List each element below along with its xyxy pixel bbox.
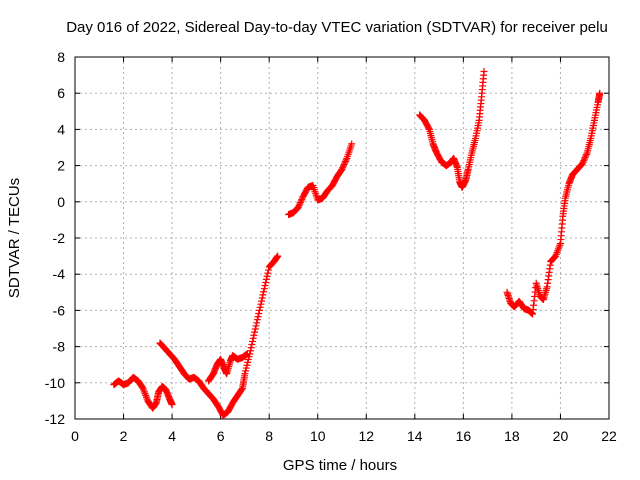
- y-tick-label: 4: [57, 121, 65, 137]
- data-point: [249, 337, 257, 345]
- x-tick-label: 10: [310, 428, 326, 444]
- axis-ticks: [74, 56, 610, 420]
- data-point: [339, 164, 347, 172]
- data-point: [581, 154, 589, 162]
- data-point: [341, 157, 349, 165]
- data-point: [258, 294, 266, 302]
- x-tick-label: 0: [71, 428, 79, 444]
- data-point: [264, 266, 272, 274]
- y-tick-label: 2: [57, 158, 65, 174]
- data-point: [255, 310, 263, 318]
- series-segment-3: [205, 350, 251, 385]
- data-point: [297, 197, 305, 205]
- data-point: [274, 252, 282, 260]
- x-tick-label: 6: [217, 428, 225, 444]
- data-point: [253, 316, 261, 324]
- tick-labels: 0 2 4 6 8 10 12 14 16 18 20 22 -12 -10 -8 -6 -4 -2 0 2 4 6 8: [45, 49, 617, 444]
- data-point: [243, 350, 251, 358]
- data-point: [256, 303, 264, 311]
- y-tick-label: -12: [45, 411, 65, 427]
- series-segment-4: [285, 140, 356, 218]
- data-point: [257, 300, 265, 308]
- data-point: [258, 297, 266, 305]
- data-point: [425, 124, 433, 132]
- y-tick-label: -10: [45, 375, 65, 391]
- x-axis-label: GPS time / hours: [283, 457, 397, 474]
- data-point: [262, 275, 270, 283]
- x-tick-label: 2: [120, 428, 128, 444]
- data-point: [260, 285, 268, 293]
- data-point: [248, 341, 256, 349]
- data-point: [246, 347, 254, 355]
- data-point: [294, 203, 302, 211]
- x-tick-label: 14: [407, 428, 423, 444]
- data-point: [582, 150, 590, 158]
- x-tick-label: 22: [601, 428, 617, 444]
- x-tick-label: 12: [358, 428, 374, 444]
- data-point: [296, 199, 304, 207]
- y-tick-label: 8: [57, 49, 65, 65]
- data-point: [255, 306, 263, 314]
- data-point: [582, 152, 590, 160]
- data-point: [251, 325, 259, 333]
- data-point: [259, 291, 267, 299]
- data-point: [295, 202, 303, 210]
- data-point: [253, 319, 261, 327]
- data-point: [340, 161, 348, 169]
- series-segment-1: [110, 373, 176, 412]
- series-segment-6: [503, 89, 604, 318]
- x-tick-label: 8: [265, 428, 273, 444]
- y-axis-label: SDTVAR / TECUs: [6, 178, 23, 298]
- data-point: [238, 385, 246, 393]
- data-point: [252, 322, 260, 330]
- data-point: [341, 159, 349, 167]
- y-tick-label: -8: [53, 339, 66, 355]
- data-point: [339, 162, 347, 170]
- data-point: [254, 313, 262, 321]
- data-point: [580, 155, 588, 163]
- data-point: [168, 401, 176, 409]
- x-tick-label: 20: [553, 428, 569, 444]
- grid: [75, 57, 609, 419]
- data-point: [580, 157, 588, 165]
- y-tick-label: -4: [53, 266, 66, 282]
- y-tick-label: 0: [57, 194, 65, 210]
- data-point: [579, 158, 587, 166]
- data-point: [249, 334, 257, 342]
- series-segment-2: [156, 252, 282, 419]
- data-point: [578, 160, 586, 168]
- chart-title: Day 016 of 2022, Sidereal Day-to-day VTE…: [66, 19, 608, 36]
- data-point: [480, 67, 488, 75]
- data-points: [110, 67, 604, 419]
- x-tick-label: 18: [504, 428, 520, 444]
- data-point: [250, 331, 258, 339]
- data-point: [596, 89, 604, 97]
- data-point: [342, 156, 350, 164]
- data-point: [264, 269, 272, 277]
- series-segment-5: [416, 67, 488, 191]
- data-point: [260, 288, 268, 296]
- y-tick-label: 6: [57, 85, 65, 101]
- data-point: [251, 328, 259, 336]
- x-tick-label: 16: [456, 428, 472, 444]
- data-point: [338, 165, 346, 173]
- data-point: [262, 278, 270, 286]
- y-tick-label: -6: [53, 302, 66, 318]
- y-tick-label: -2: [53, 230, 66, 246]
- x-tick-label: 4: [168, 428, 176, 444]
- data-point: [261, 282, 269, 290]
- data-point: [298, 195, 306, 203]
- data-point: [263, 272, 271, 280]
- data-point: [247, 344, 255, 352]
- data-point: [348, 140, 356, 148]
- data-point: [296, 200, 304, 208]
